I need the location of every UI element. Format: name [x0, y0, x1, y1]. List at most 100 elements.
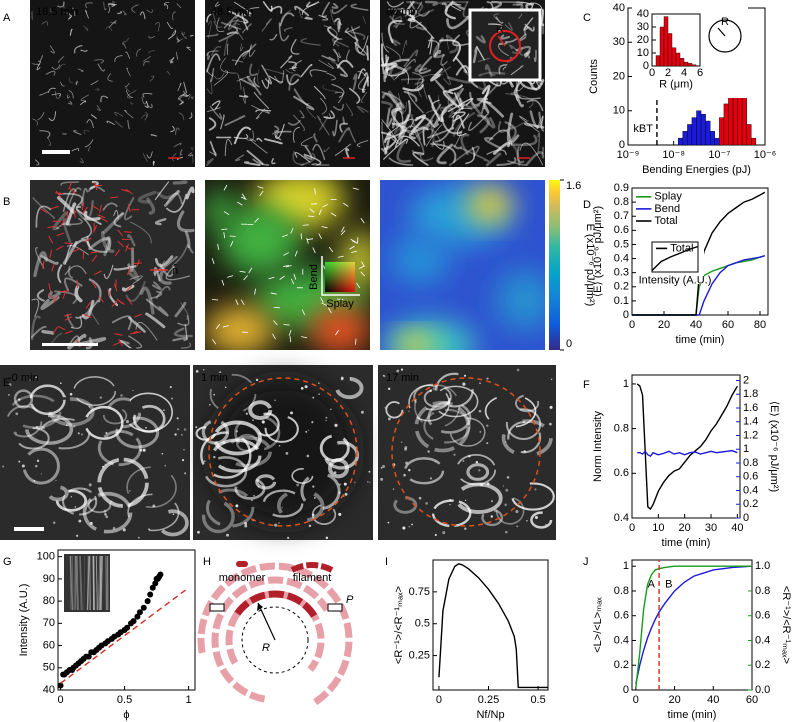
panel-letter: H: [203, 556, 211, 568]
fiber: [226, 43, 229, 55]
fiber: [287, 119, 301, 126]
kymo-streak: [71, 555, 74, 611]
speck: [354, 481, 356, 484]
y-tick-label: 0.5: [415, 618, 430, 630]
fiber: [244, 161, 261, 166]
fiber: [323, 25, 338, 40]
speck: [89, 521, 93, 525]
fiber: [163, 189, 180, 207]
fiber: [398, 114, 410, 138]
x-tick-label: 0.25: [478, 694, 499, 706]
speck: [112, 526, 116, 530]
fiber: [240, 43, 244, 52]
fiber: [36, 289, 45, 302]
fiber: [126, 82, 130, 88]
fiber: [234, 50, 250, 66]
speck: [104, 512, 107, 516]
speck: [42, 426, 46, 430]
fiber: [89, 180, 99, 190]
speck: [325, 536, 329, 540]
speck: [222, 441, 226, 445]
fiber: [275, 123, 285, 139]
key-label: Bend: [308, 264, 320, 290]
y-axis-label: ⟨E⟩ (x10⁻⁶ pJ/μm²): [592, 206, 604, 297]
fiber: [504, 121, 517, 143]
speck: [432, 387, 436, 391]
director-arrow: [125, 245, 133, 251]
legend-label: Bend: [654, 203, 680, 215]
y-tick-label: 20: [613, 70, 625, 82]
fiber: [88, 145, 91, 152]
director-arrow: [40, 208, 49, 214]
speck: [117, 458, 119, 460]
director-arrow: [56, 245, 64, 251]
fiber: [422, 126, 429, 146]
speck: [290, 411, 293, 415]
director-arrow: [55, 192, 64, 195]
director-tick: [259, 190, 264, 197]
x-tick-label: 0: [649, 67, 655, 79]
speck: [70, 496, 73, 498]
fiber: [233, 126, 252, 145]
diagram-label: P: [346, 594, 354, 606]
fiber: [422, 78, 428, 100]
fiber: [526, 99, 544, 112]
speck: [132, 389, 134, 392]
speck: [486, 482, 490, 486]
fiber: [352, 73, 358, 91]
fiber: [419, 154, 434, 162]
swirl: [13, 389, 34, 409]
fiber: [212, 10, 217, 23]
fiber: [65, 202, 77, 226]
speck: [400, 368, 404, 371]
fiber: [41, 329, 55, 335]
speck: [382, 464, 386, 468]
fiber: [398, 93, 407, 113]
data-point: [130, 618, 137, 625]
swirl: [97, 457, 149, 508]
reference-label: kBT: [633, 123, 653, 135]
histogram-bar: [675, 52, 681, 67]
speck: [334, 423, 338, 427]
y2-tick-label: 0.2: [743, 498, 758, 510]
y-tick-label: 0.5: [614, 238, 629, 250]
director-tick: [223, 184, 228, 191]
director-arrow: [130, 330, 138, 335]
fiber: [442, 90, 457, 107]
fiber: [218, 26, 239, 43]
colorbar-label: E (x10⁻⁶ pJ/μm²): [584, 224, 596, 307]
fiber: [345, 30, 359, 41]
fiber: [409, 1, 423, 29]
swirl: [6, 405, 43, 438]
bleached-region: [211, 380, 355, 524]
director-arrow: [93, 225, 97, 233]
fiber: [86, 119, 94, 128]
fiber: [363, 72, 369, 87]
speck: [145, 426, 147, 429]
fiber: [291, 59, 302, 72]
fiber: [176, 156, 183, 160]
director-tick: [273, 320, 278, 326]
speck: [369, 481, 371, 484]
x-tick-label: 10⁻⁹: [617, 149, 640, 161]
fiber: [444, 1, 456, 20]
x-tick-label: 2: [665, 67, 671, 79]
fiber: [429, 121, 435, 148]
fiber: [176, 36, 184, 42]
fiber: [153, 260, 165, 275]
y-tick-label: 0.2: [614, 659, 629, 671]
fiber: [223, 38, 229, 57]
fiber: [278, 22, 290, 42]
fiber: [234, 23, 244, 41]
fiber: [41, 21, 49, 26]
histogram-bar: [691, 117, 697, 146]
fiber: [395, 71, 409, 85]
fiber: [77, 68, 84, 72]
fiber: [47, 137, 52, 146]
fiber: [410, 114, 434, 129]
fiber: [172, 180, 188, 185]
speck: [338, 491, 341, 494]
fiber: [35, 247, 45, 269]
fiber: [81, 187, 89, 207]
fiber: [129, 221, 152, 244]
